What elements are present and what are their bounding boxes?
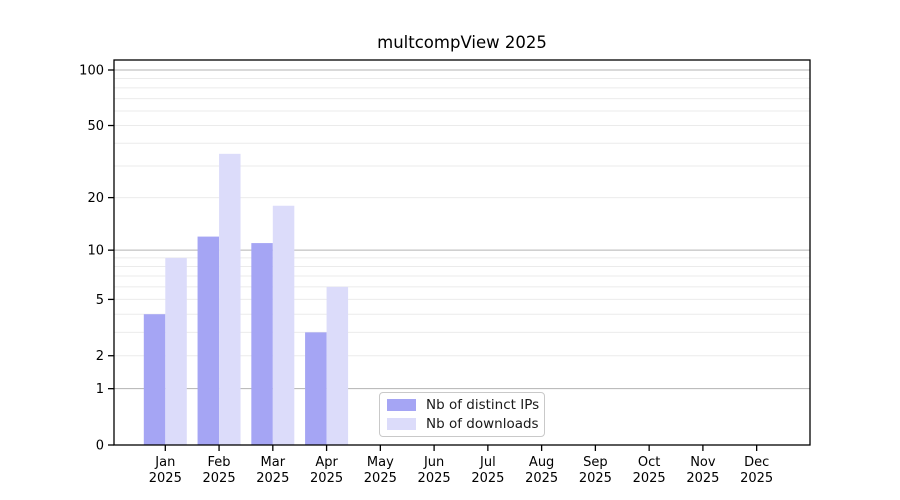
x-tick-label-month: May — [367, 455, 394, 470]
x-tick-label-year: 2025 — [633, 471, 666, 486]
x-tick-label-month: Sep — [583, 455, 608, 470]
y-tick-label: 5 — [96, 293, 104, 308]
x-tick-label-year: 2025 — [525, 471, 558, 486]
y-tick-label: 100 — [79, 64, 104, 79]
bar-feb-distinct-ips — [197, 236, 220, 445]
legend: Nb of distinct IPs Nb of downloads — [379, 392, 545, 437]
legend-item-downloads: Nb of downloads — [387, 416, 544, 432]
x-tick-label-year: 2025 — [740, 471, 773, 486]
x-tick-label-year: 2025 — [579, 471, 612, 486]
x-tick-label-month: Feb — [208, 455, 231, 470]
x-tick-label-year: 2025 — [149, 471, 182, 486]
bar-mar-downloads — [272, 205, 295, 445]
x-tick-label-year: 2025 — [364, 471, 397, 486]
x-tick-label-month: Aug — [529, 455, 554, 470]
legend-item-distinct-ips: Nb of distinct IPs — [387, 397, 544, 413]
x-tick-label-year: 2025 — [471, 471, 504, 486]
legend-label-downloads: Nb of downloads — [426, 416, 539, 432]
bar-apr-distinct-ips — [305, 332, 327, 445]
legend-label-distinct-ips: Nb of distinct IPs — [426, 397, 540, 413]
legend-swatch-downloads — [387, 418, 416, 430]
x-tick-label-month: Apr — [315, 455, 338, 470]
bar-feb-downloads — [219, 153, 241, 445]
x-tick-label-year: 2025 — [686, 471, 719, 486]
x-tick-label-month: Jan — [154, 455, 175, 470]
y-tick-label: 50 — [87, 119, 104, 134]
y-tick-label: 2 — [96, 349, 104, 364]
x-tick-label-year: 2025 — [256, 471, 289, 486]
x-tick-label-year: 2025 — [418, 471, 451, 486]
plot-border — [113, 59, 811, 446]
chart-title: multcompView 2025 — [377, 33, 547, 52]
y-tick-label: 20 — [87, 191, 104, 206]
bar-jan-distinct-ips — [143, 314, 166, 445]
x-tick-label-month: Jun — [423, 455, 444, 470]
legend-swatch-distinct-ips — [387, 399, 416, 411]
y-tick-label: 0 — [96, 439, 104, 454]
x-tick-label-month: Jul — [479, 455, 496, 470]
x-tick-label-month: Oct — [638, 455, 660, 470]
x-tick-label-year: 2025 — [203, 471, 236, 486]
bar-mar-distinct-ips — [251, 243, 273, 445]
x-tick-label-month: Nov — [690, 455, 716, 470]
bar-apr-downloads — [326, 286, 349, 445]
y-tick-label: 10 — [87, 244, 104, 259]
bar-jan-downloads — [165, 257, 187, 445]
x-tick-label-month: Mar — [261, 455, 286, 470]
y-tick-label: 1 — [96, 382, 104, 397]
x-tick-label-month: Dec — [744, 455, 769, 470]
x-tick-label-year: 2025 — [310, 471, 343, 486]
